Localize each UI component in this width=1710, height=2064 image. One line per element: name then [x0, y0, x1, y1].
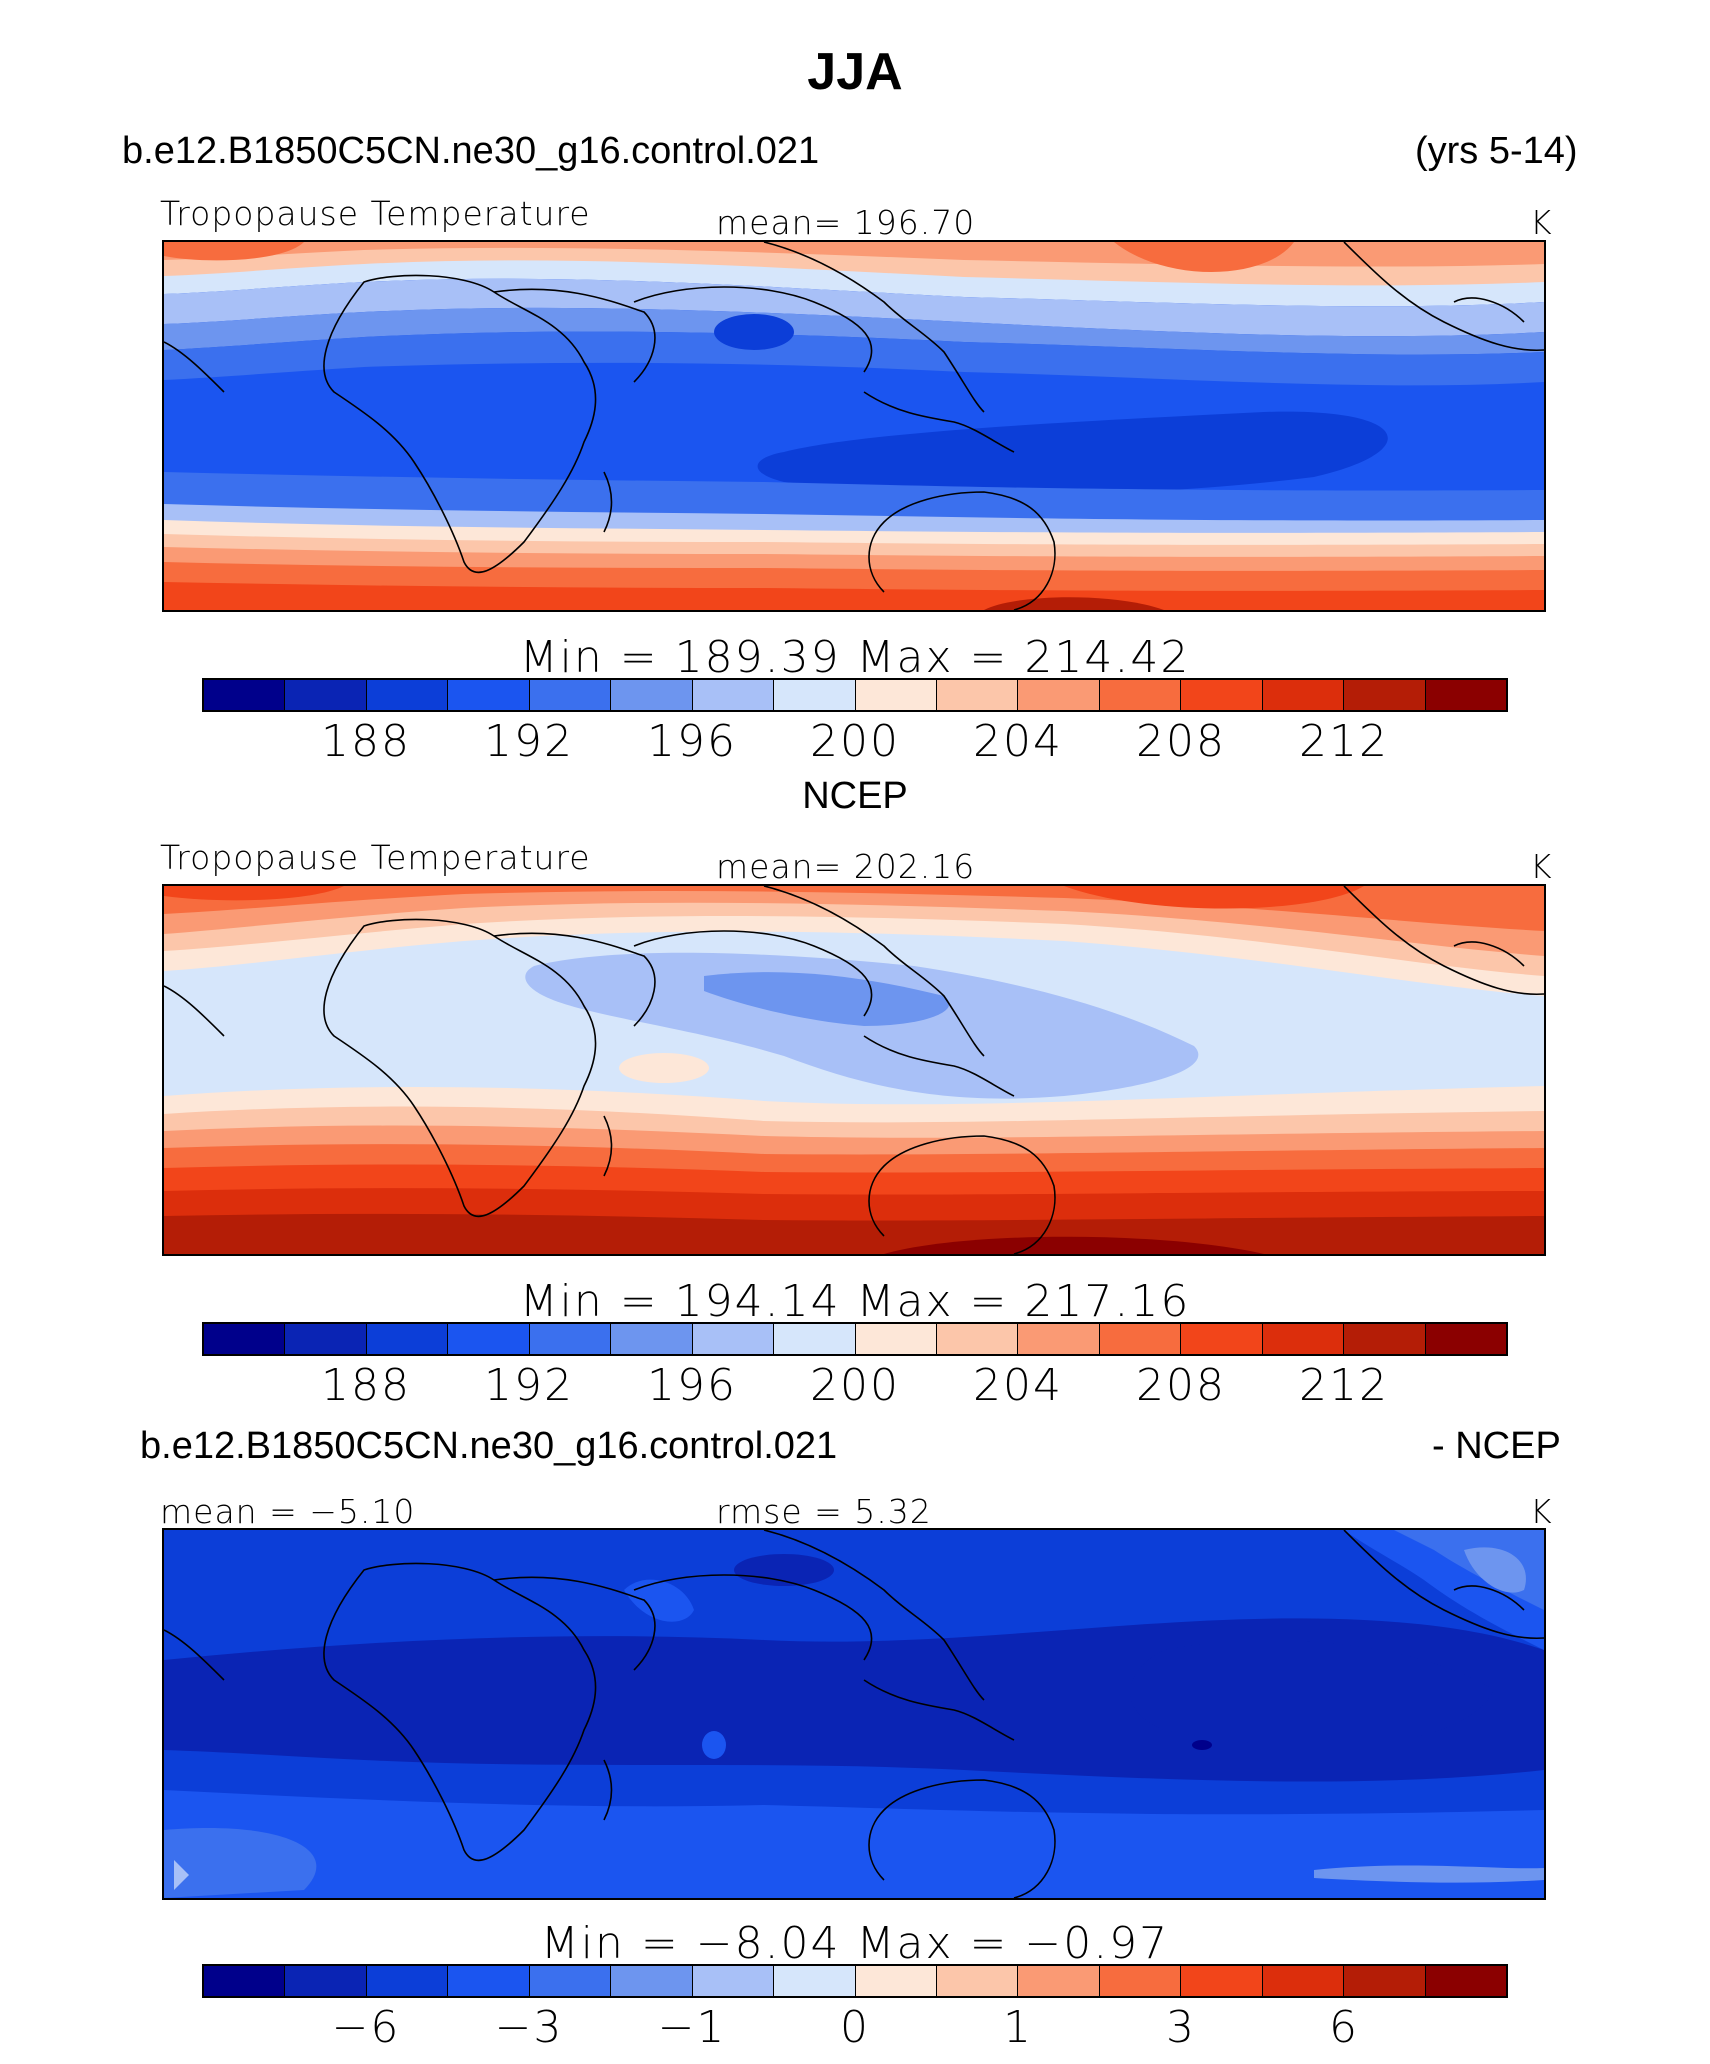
panel3-contour-map — [164, 1530, 1544, 1898]
colorbar-swatch — [1099, 1966, 1182, 1996]
panel1-tick: 208 — [1136, 716, 1226, 767]
colorbar-swatch — [774, 680, 856, 710]
colorbar-swatch — [1262, 680, 1345, 710]
panel3-minus-label: - NCEP — [1432, 1425, 1561, 1467]
panel3-tick: 3 — [1166, 2002, 1196, 2053]
colorbar-swatch — [1262, 1966, 1345, 1996]
colorbar-swatch — [936, 1324, 1019, 1354]
colorbar-swatch — [774, 1966, 856, 1996]
colorbar-swatch — [855, 1966, 937, 1996]
colorbar-swatch — [1344, 1324, 1426, 1354]
panel1-map — [162, 240, 1546, 612]
colorbar-swatch — [529, 680, 612, 710]
panel1-tick: 200 — [810, 716, 900, 767]
colorbar-swatch — [204, 1966, 286, 1996]
panel2-colorbar — [202, 1322, 1508, 1356]
colorbar-swatch — [366, 680, 449, 710]
colorbar-swatch — [1018, 680, 1100, 710]
colorbar-swatch — [1018, 1324, 1100, 1354]
colorbar-swatch — [448, 1966, 530, 1996]
panel1-mean-label: mean= 196.70 — [716, 203, 976, 242]
panel3-colorbar — [202, 1964, 1508, 1998]
panel3-mean-label: mean = −5.10 — [160, 1492, 416, 1531]
colorbar-swatch — [1262, 1324, 1345, 1354]
panel2-tick: 188 — [321, 1360, 411, 1411]
panel2-contour-map — [164, 886, 1544, 1254]
colorbar-swatch — [692, 680, 775, 710]
years-label: (yrs 5-14) — [1415, 130, 1578, 172]
model-case-label: b.e12.B1850C5CN.ne30_g16.control.021 — [122, 130, 820, 172]
colorbar-swatch — [204, 680, 286, 710]
colorbar-swatch — [692, 1966, 775, 1996]
panel1-tick: 192 — [484, 716, 574, 767]
colorbar-swatch — [1099, 1324, 1182, 1354]
page-title: JJA — [807, 43, 903, 101]
colorbar-swatch — [204, 1324, 286, 1354]
panel2-units-label: K — [1530, 847, 1553, 886]
panel2-variable-label: Tropopause Temperature — [160, 838, 591, 877]
panel1-tick: 212 — [1299, 716, 1389, 767]
colorbar-swatch — [1181, 680, 1263, 710]
colorbar-swatch — [611, 1966, 693, 1996]
panel3-tick: 6 — [1329, 2002, 1359, 2053]
panel1-tick: 196 — [647, 716, 737, 767]
colorbar-swatch — [1018, 1966, 1100, 1996]
colorbar-swatch — [285, 1966, 367, 1996]
colorbar-swatch — [1344, 680, 1426, 710]
panel3-map — [162, 1528, 1546, 1900]
panel2-tick: 204 — [973, 1360, 1063, 1411]
colorbar-swatch — [448, 680, 530, 710]
panel3-tick: −6 — [331, 2002, 401, 2053]
panel2-tick: 212 — [1299, 1360, 1389, 1411]
colorbar-swatch — [448, 1324, 530, 1354]
colorbar-swatch — [855, 1324, 937, 1354]
colorbar-swatch — [529, 1324, 612, 1354]
panel3-tick: 1 — [1003, 2002, 1033, 2053]
colorbar-swatch — [1181, 1966, 1263, 1996]
colorbar-swatch — [936, 1966, 1019, 1996]
panel1-tick: 204 — [973, 716, 1063, 767]
colorbar-swatch — [611, 1324, 693, 1354]
colorbar-swatch — [366, 1966, 449, 1996]
panel2-tick: 200 — [810, 1360, 900, 1411]
colorbar-swatch — [1425, 1324, 1506, 1354]
panel2-tick: 208 — [1136, 1360, 1226, 1411]
panel3-minmax: Min = −8.04 Max = −0.97 — [540, 1918, 1170, 1969]
panel2-tick: 192 — [484, 1360, 574, 1411]
panel2-map — [162, 884, 1546, 1256]
colorbar-swatch — [285, 680, 367, 710]
colorbar-swatch — [1425, 680, 1506, 710]
panel1-contour-map — [164, 242, 1544, 610]
panel1-units-label: K — [1530, 203, 1553, 242]
colorbar-swatch — [366, 1324, 449, 1354]
panel1-tick: 188 — [321, 716, 411, 767]
colorbar-swatch — [855, 680, 937, 710]
colorbar-swatch — [1344, 1966, 1426, 1996]
panel3-units-label: K — [1530, 1492, 1553, 1531]
colorbar-swatch — [774, 1324, 856, 1354]
colorbar-swatch — [1425, 1966, 1506, 1996]
panel1-minmax: Min = 189.39 Max = 214.42 — [519, 632, 1191, 683]
panel3-rmse-label: rmse = 5.32 — [716, 1492, 932, 1531]
panel3-tick: 0 — [840, 2002, 870, 2053]
panel3-tick: −1 — [657, 2002, 727, 2053]
colorbar-swatch — [692, 1324, 775, 1354]
colorbar-swatch — [529, 1966, 612, 1996]
colorbar-swatch — [611, 680, 693, 710]
panel3-case-label: b.e12.B1850C5CN.ne30_g16.control.021 — [140, 1425, 838, 1467]
panel1-variable-label: Tropopause Temperature — [160, 194, 591, 233]
panel2-mean-label: mean= 202.16 — [716, 847, 976, 886]
panel1-colorbar — [202, 678, 1508, 712]
panel2-tick: 196 — [647, 1360, 737, 1411]
colorbar-swatch — [1181, 1324, 1263, 1354]
colorbar-swatch — [936, 680, 1019, 710]
panel2-dataset-label: NCEP — [802, 775, 908, 817]
panel3-tick: −3 — [494, 2002, 564, 2053]
colorbar-swatch — [285, 1324, 367, 1354]
colorbar-swatch — [1099, 680, 1182, 710]
panel2-minmax: Min = 194.14 Max = 217.16 — [519, 1276, 1191, 1327]
